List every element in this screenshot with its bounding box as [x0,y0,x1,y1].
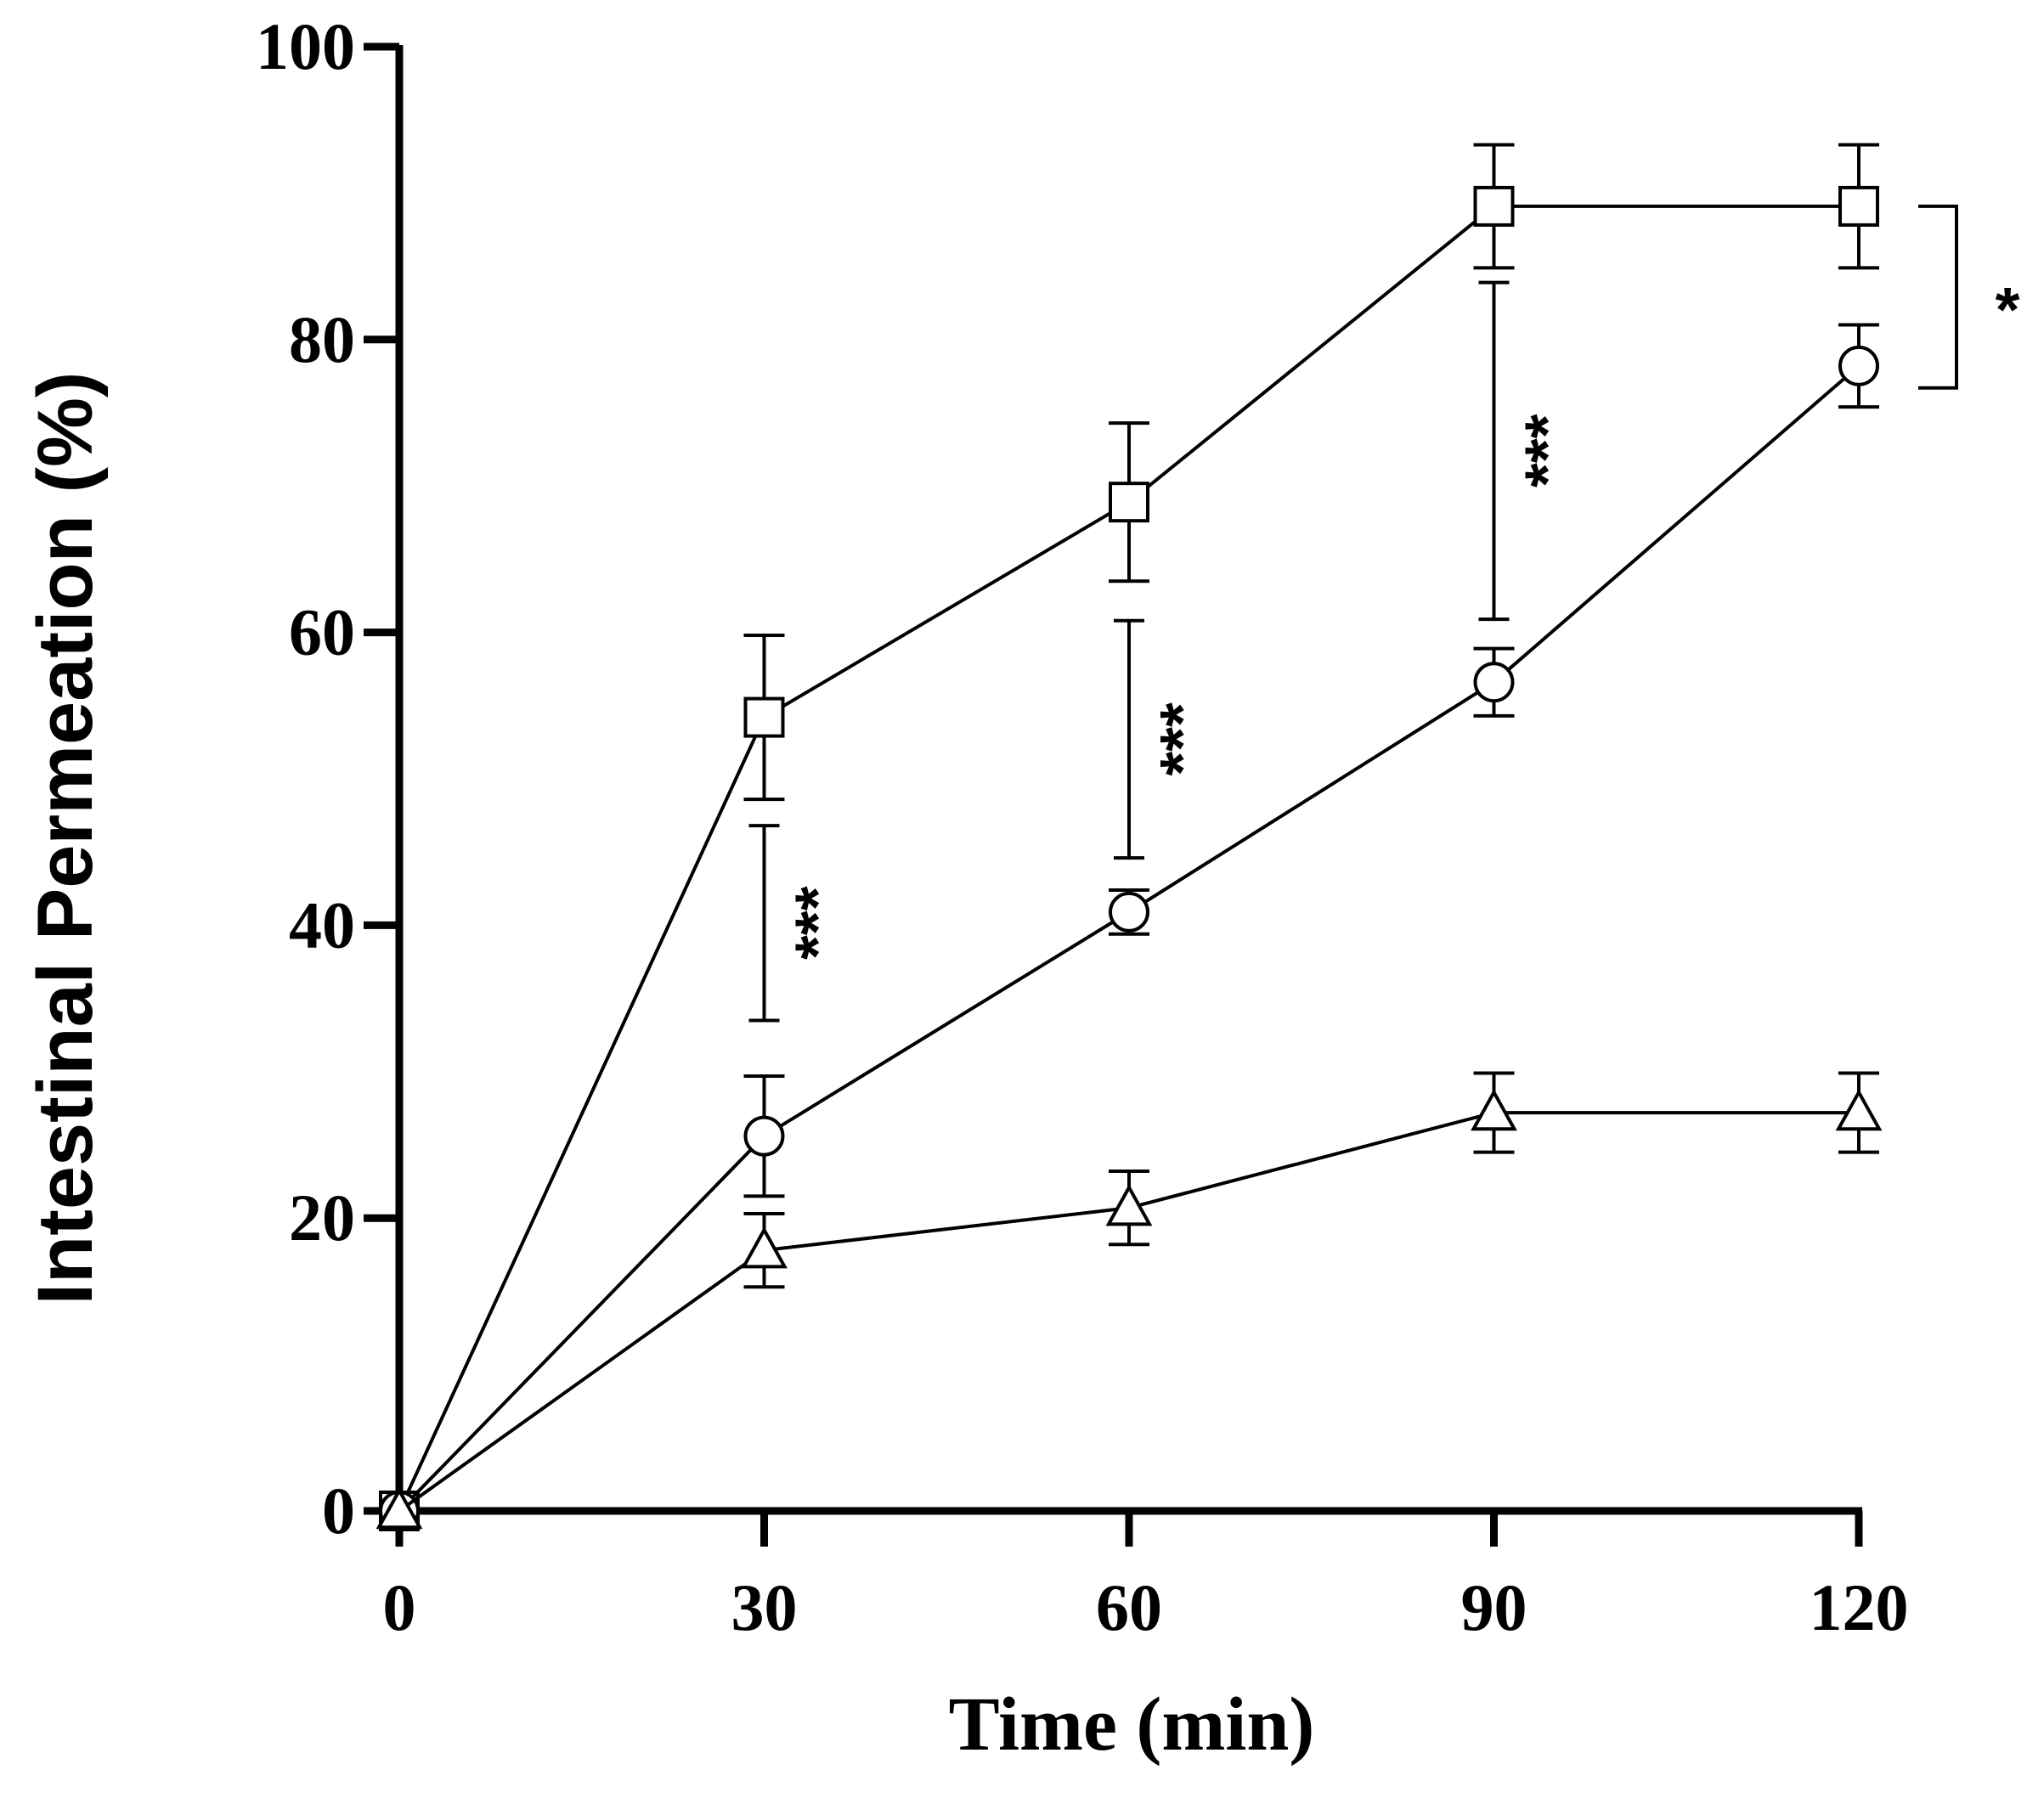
significance-label: * [1996,274,2020,345]
significance-label: *** [1512,414,1583,488]
y-tick-label: 100 [256,9,355,83]
axes: 0 20 40 60 80 100 0 30 60 90 120 [256,9,1909,1644]
data-point-square [1838,185,1879,227]
series-triangle [375,1071,1883,1530]
x-tick-label: 90 [1461,1570,1527,1644]
significance-annotations: ********** [748,204,2020,1023]
y-tick-label: 60 [289,595,355,669]
data-point-triangle [375,1486,423,1530]
y-axis-label: Intestinal Permeation (%) [22,371,109,1305]
data-point-circle [743,1115,785,1157]
data-point-triangle [1105,1184,1153,1226]
series-circle [379,323,1879,1531]
data-point-triangle [1471,1088,1517,1131]
x-tick-label: 30 [731,1570,798,1644]
x-tick-label: 60 [1096,1570,1162,1644]
data-point-triangle [1835,1088,1883,1131]
x-tick-label: 0 [383,1570,416,1644]
data-point-circle [1838,345,1879,386]
y-tick-label: 80 [289,302,355,376]
data-point-square [1473,185,1515,227]
data-point-circle [1109,891,1149,933]
significance-bracket [1918,204,1958,390]
y-tick-label: 40 [289,888,355,961]
data-point-circle [1473,662,1515,703]
data-point-square [743,696,785,738]
x-axis-label: Time (min) [949,1682,1315,1767]
y-tick-label: 0 [322,1474,355,1547]
data-point-square [1109,482,1149,523]
significance-label: *** [1147,702,1217,776]
data-point-triangle [741,1226,788,1269]
significance-label: *** [782,886,853,960]
data-series [375,143,1883,1531]
x-tick-label: 120 [1810,1570,1909,1644]
y-tick-label: 20 [289,1181,355,1254]
